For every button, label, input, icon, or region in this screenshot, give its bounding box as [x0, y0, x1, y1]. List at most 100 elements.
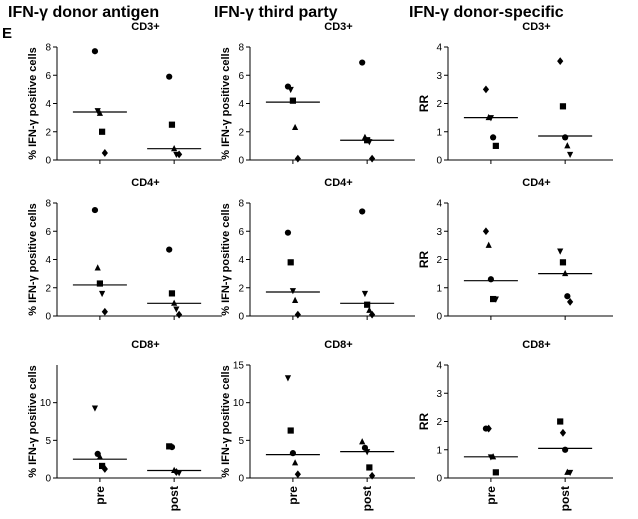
y-axis-label: % IFN-γ positive cells: [27, 47, 39, 159]
data-point-pre: [482, 85, 490, 94]
data-point-pre: [284, 375, 292, 382]
y-tick-label: 6: [45, 227, 51, 238]
data-point-post: [559, 428, 567, 437]
data-point-pre: [96, 109, 103, 116]
data-point-post: [369, 310, 376, 319]
data-point-pre: [289, 97, 296, 104]
column-title-donor-specific: IFN-γ donor-specific: [409, 4, 564, 21]
data-point-pre: [91, 206, 99, 214]
data-point-post: [364, 301, 371, 308]
data-point-post: [559, 103, 567, 110]
data-point-pre: [96, 280, 103, 287]
y-tick-label: 0: [45, 312, 51, 323]
column-title-third-party: IFN-γ third party: [214, 4, 338, 21]
y-tick-label: 10: [40, 398, 52, 409]
data-point-pre: [289, 288, 296, 295]
y-tick-label: 8: [238, 43, 244, 54]
chart-title: CD8+: [131, 339, 159, 351]
y-tick-label: 15: [233, 361, 245, 372]
data-point-pre: [492, 142, 499, 149]
y-tick-label: 3: [436, 389, 442, 400]
data-point-post: [557, 57, 564, 66]
x-category-label: post: [360, 486, 374, 511]
y-axis-label: RR: [417, 413, 431, 431]
data-point-pre: [485, 241, 492, 248]
data-point-post: [564, 142, 571, 149]
data-point-post: [366, 464, 373, 471]
y-tick-label: 1: [436, 127, 442, 138]
data-point-pre: [101, 307, 108, 316]
data-point-pre: [492, 469, 499, 476]
y-tick-label: 4: [238, 99, 244, 110]
data-point-post: [557, 418, 564, 425]
y-tick-label: 0: [436, 474, 442, 485]
y-tick-label: 2: [436, 255, 442, 266]
y-tick-label: 3: [436, 71, 442, 82]
data-point-pre: [94, 264, 101, 271]
y-tick-label: 0: [436, 312, 442, 323]
y-tick-label: 0: [238, 156, 244, 167]
y-axis-label: % IFN-γ positive cells: [220, 47, 232, 159]
data-point-post: [166, 73, 173, 80]
x-category-label: pre: [484, 486, 498, 505]
data-point-post: [564, 293, 571, 300]
data-point-pre: [287, 259, 294, 266]
y-axis-label: % IFN-γ positive cells: [220, 365, 232, 477]
data-point-post: [562, 134, 569, 141]
column-title-donor-antigen: IFN-γ donor antigen: [8, 4, 159, 21]
data-point-pre: [99, 290, 106, 298]
y-tick-label: 2: [238, 127, 244, 138]
data-point-post: [176, 310, 183, 319]
x-category-label: post: [558, 486, 572, 511]
data-point-pre: [292, 296, 299, 303]
chart-cd4-col0: CD4+ 0 2 4 6 8 % IFN-γ positive cells: [27, 177, 222, 323]
data-point-pre: [292, 459, 299, 466]
chart-title: CD3+: [522, 21, 550, 33]
chart-title: CD4+: [324, 177, 352, 189]
chart-cd8-col1: CD8+ 0 5 10 15% IFN-γ positive cells pre post: [220, 339, 415, 511]
chart-cd3-col0: CD3+ 0 2 4 6 8 % IFN-γ positive cells: [27, 21, 222, 167]
chart-title: CD8+: [324, 339, 352, 351]
data-point-pre: [287, 86, 294, 94]
data-point-post: [166, 246, 173, 253]
data-point-post: [359, 208, 366, 215]
data-point-pre: [487, 276, 494, 283]
data-point-pre: [482, 227, 490, 236]
y-tick-label: 6: [238, 227, 244, 238]
data-point-pre: [94, 108, 101, 115]
data-point-pre: [287, 427, 294, 434]
chart-title: CD8+: [522, 339, 550, 351]
chart-cd3-col2: CD3+ 0 1 2 3 4 RR: [417, 21, 613, 167]
y-tick-label: 5: [238, 436, 244, 447]
data-point-pre: [101, 149, 108, 157]
data-point-post: [557, 248, 564, 255]
chart-cd8-col2: CD8+ 0 1 2 3 4 RR pre post: [417, 339, 613, 511]
chart-cd3-col1: CD3+ 0 2 4 6 8 % IFN-γ positive cells: [220, 21, 415, 167]
y-tick-label: 6: [45, 71, 51, 82]
data-point-post: [567, 297, 574, 306]
y-tick-label: 8: [45, 199, 51, 210]
y-tick-label: 2: [238, 283, 244, 294]
y-tick-label: 4: [238, 255, 244, 266]
y-tick-label: 2: [436, 99, 442, 110]
data-point-post: [173, 468, 180, 476]
data-point-post: [562, 446, 569, 453]
data-point-pre: [492, 296, 499, 303]
y-tick-label: 2: [436, 417, 442, 428]
chart-cd4-col1: CD4+ 0 2 4 6 8 % IFN-γ positive cells: [220, 177, 415, 323]
data-point-pre: [91, 405, 99, 412]
y-axis-label: RR: [417, 251, 431, 269]
data-point-pre: [490, 295, 497, 303]
y-tick-label: 6: [238, 71, 244, 82]
chart-title: CD4+: [522, 177, 550, 189]
y-tick-label: 1: [436, 445, 442, 456]
y-axis-label: % IFN-γ positive cells: [220, 203, 232, 315]
data-point-post: [168, 444, 176, 451]
y-axis-label: % IFN-γ positive cells: [27, 365, 39, 477]
data-point-pre: [99, 462, 106, 470]
y-tick-label: 3: [436, 227, 442, 238]
data-point-post: [359, 59, 366, 66]
y-tick-label: 0: [45, 156, 51, 167]
y-tick-label: 2: [45, 127, 51, 138]
data-point-post: [176, 470, 183, 477]
